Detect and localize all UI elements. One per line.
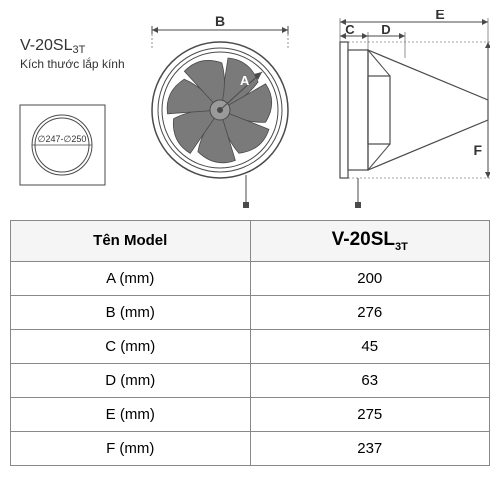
- table-row: C (mm)45: [11, 329, 490, 363]
- side-view: E C D F: [340, 10, 490, 208]
- subtitle: Kích thước lắp kính: [20, 56, 125, 71]
- spec-table: Tên Model V-20SL3T A (mm)200B (mm)276C (…: [10, 220, 490, 466]
- table-row: D (mm)63: [11, 363, 490, 397]
- table-row: E (mm)275: [11, 397, 490, 431]
- row-value: 275: [250, 397, 490, 431]
- inset-text: ∅247-∅250: [38, 134, 87, 144]
- row-value: 237: [250, 431, 490, 465]
- row-label: B (mm): [11, 295, 251, 329]
- model-label: V-20SL3T: [20, 37, 86, 56]
- header-left: Tên Model: [11, 221, 251, 262]
- row-label: A (mm): [11, 261, 251, 295]
- dim-C: C: [345, 22, 355, 37]
- row-label: D (mm): [11, 363, 251, 397]
- front-view: B A: [152, 13, 288, 208]
- row-value: 45: [250, 329, 490, 363]
- header-right: V-20SL3T: [250, 221, 490, 262]
- dimension-diagram: V-20SL3T Kích thước lắp kính ∅247-∅250 B: [10, 10, 490, 210]
- dim-D: D: [381, 22, 390, 37]
- table-header-row: Tên Model V-20SL3T: [11, 221, 490, 262]
- row-value: 63: [250, 363, 490, 397]
- dim-A: A: [240, 73, 250, 88]
- table-row: A (mm)200: [11, 261, 490, 295]
- table-row: B (mm)276: [11, 295, 490, 329]
- row-label: C (mm): [11, 329, 251, 363]
- dim-E: E: [435, 10, 444, 22]
- row-label: E (mm): [11, 397, 251, 431]
- dim-F: F: [473, 142, 482, 158]
- table-row: F (mm)237: [11, 431, 490, 465]
- row-value: 200: [250, 261, 490, 295]
- dim-B: B: [215, 13, 225, 29]
- row-value: 276: [250, 295, 490, 329]
- row-label: F (mm): [11, 431, 251, 465]
